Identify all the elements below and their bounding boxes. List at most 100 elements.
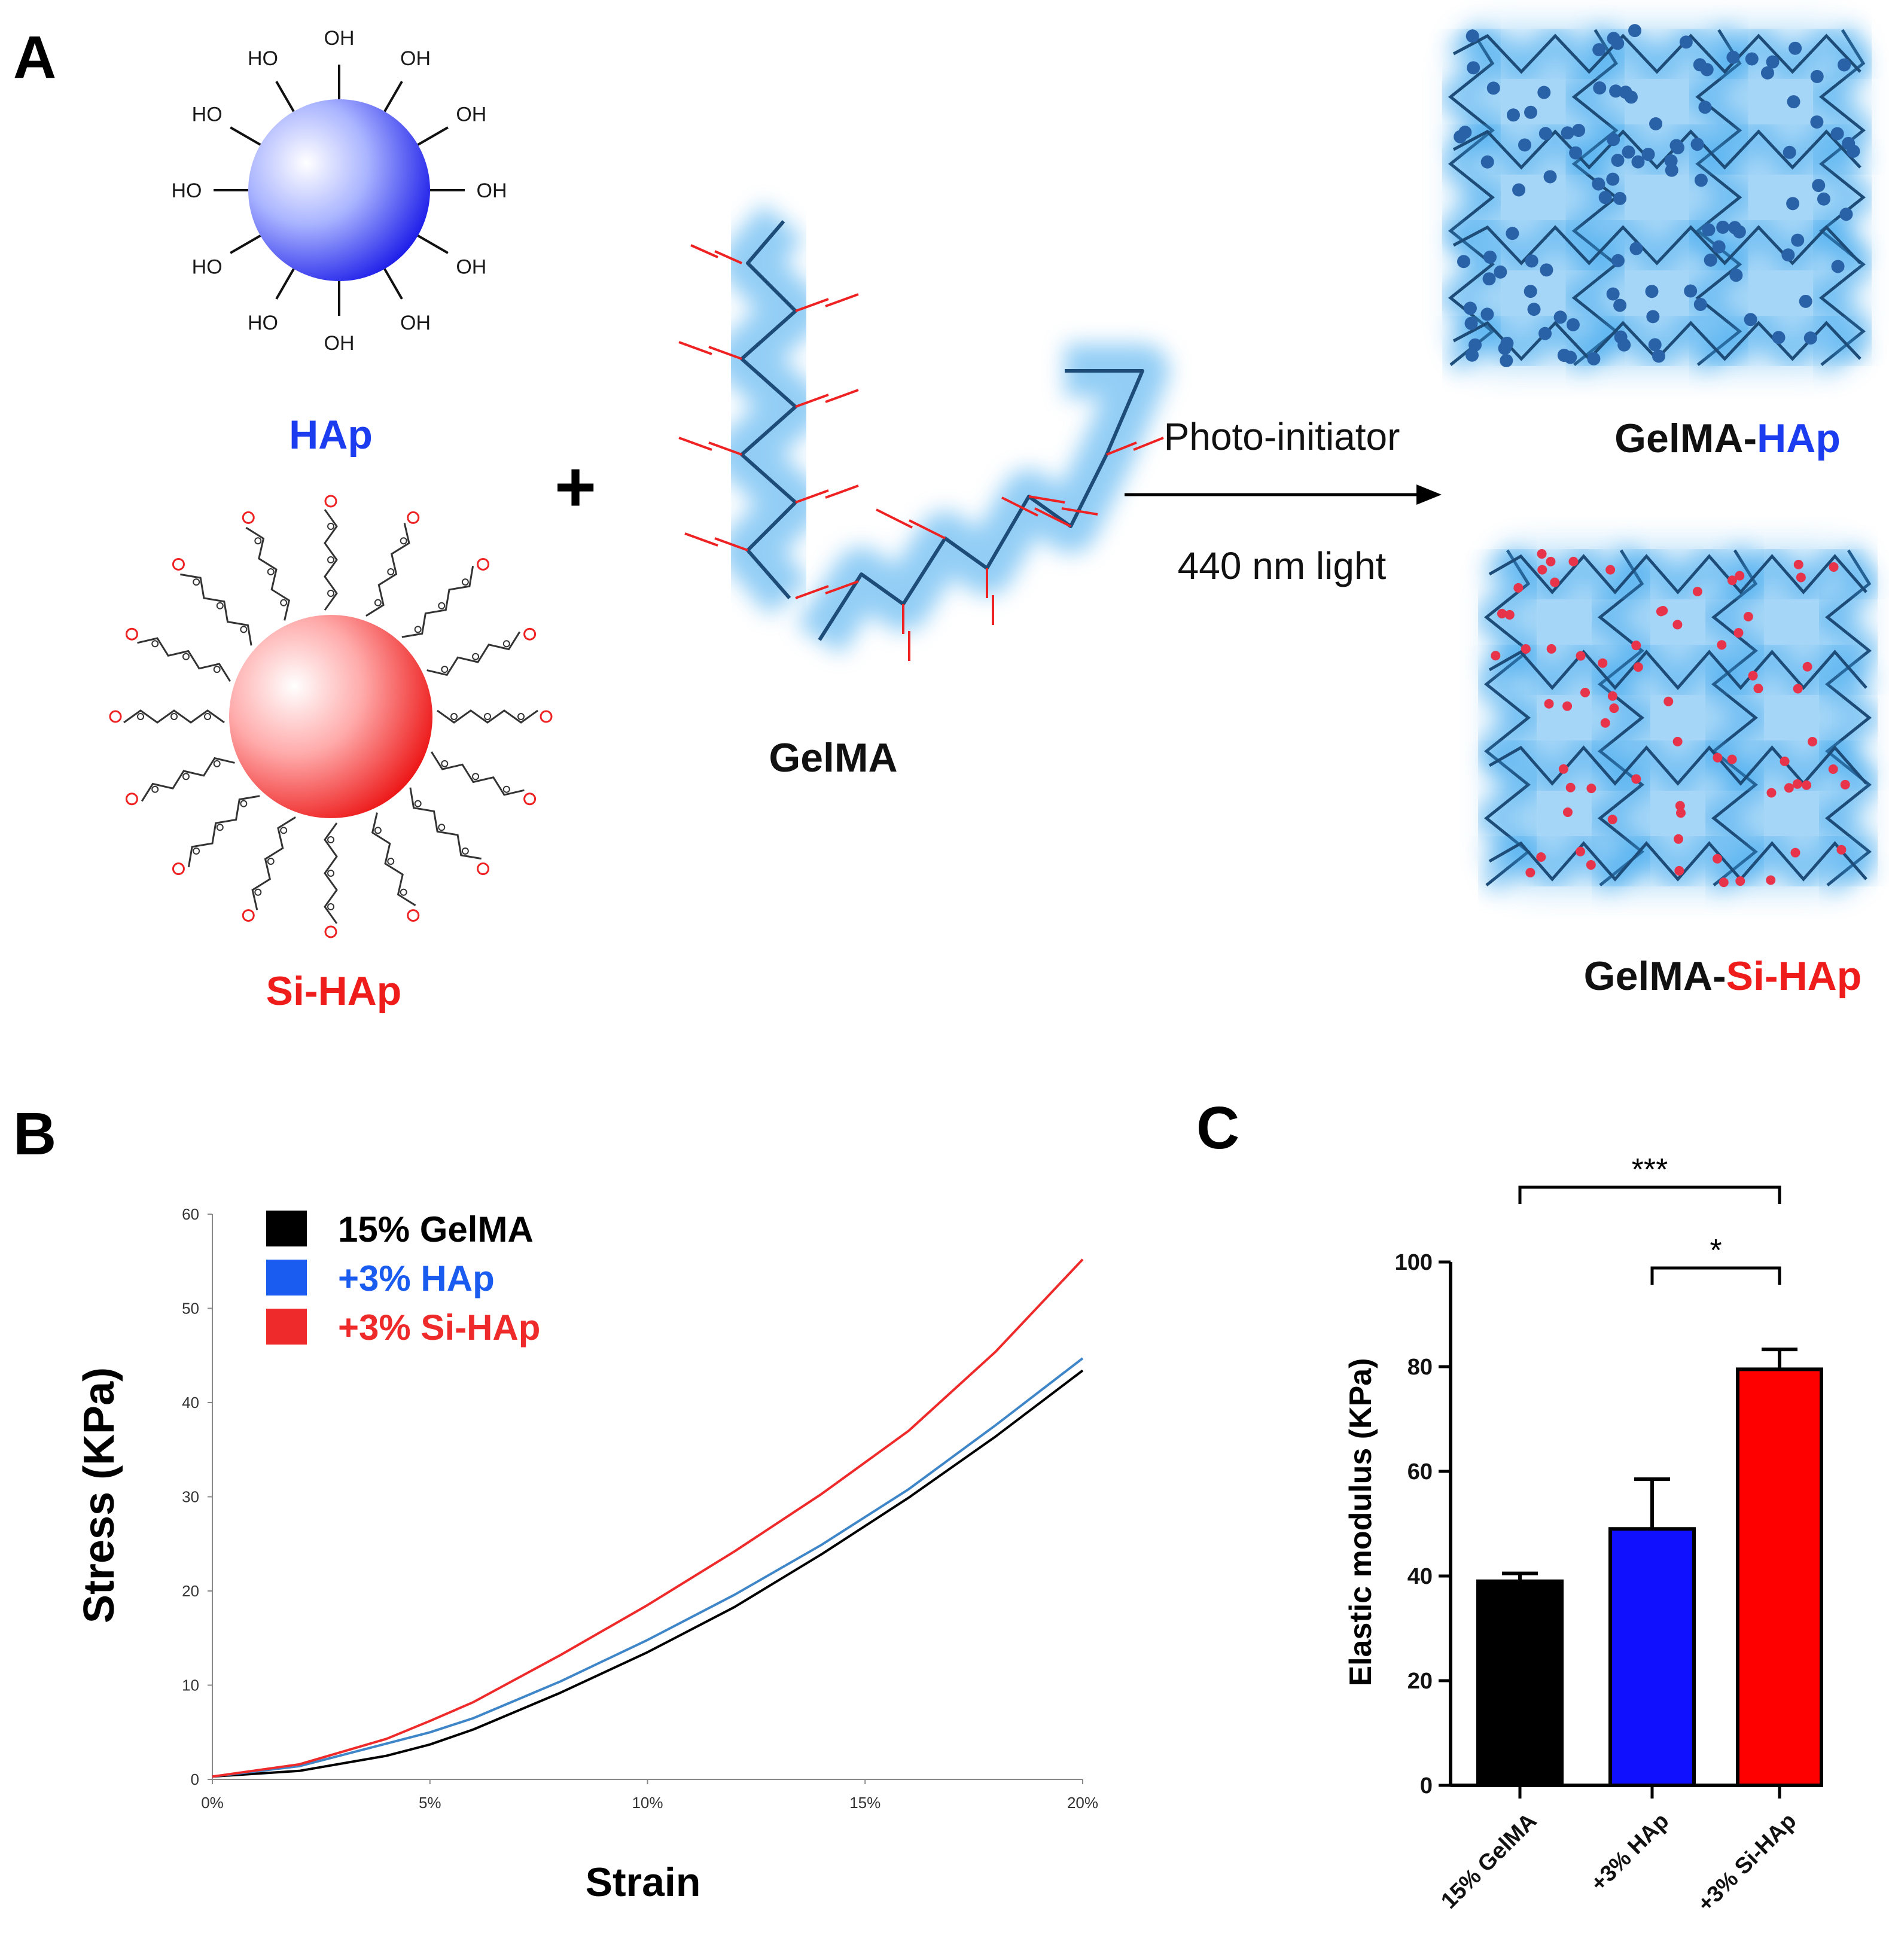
si-hap-label: Si-HAp (266, 968, 402, 1014)
nanoparticle-dot (1828, 764, 1838, 774)
hap-particle-icon: OH OH OH OH OH OH OH HO HO HO HO HO (172, 27, 507, 355)
series-line-1 (212, 1369, 1084, 1778)
nanoparticle-dot (1735, 876, 1745, 886)
chain-node (461, 847, 469, 855)
gelma-label: GelMA (769, 735, 897, 781)
nanoparticle-dot (1518, 138, 1532, 152)
nanoparticle-dot (1564, 350, 1577, 364)
nanoparticle-dot (1665, 163, 1678, 177)
y-tick-label: 80 (1407, 1355, 1433, 1380)
nanoparticle-dot (1562, 701, 1573, 711)
chain-node (280, 827, 288, 834)
nanoparticle-dot (1829, 562, 1839, 572)
chain-node (472, 773, 480, 781)
nanoparticle-dot (1628, 24, 1642, 38)
nanoparticle-dot (1629, 242, 1643, 255)
nanoparticle-dot (1766, 55, 1780, 69)
nanoparticle-dot (1525, 867, 1535, 877)
nanoparticle-dot (1675, 808, 1686, 818)
plus-sign: + (554, 447, 596, 527)
y-tick-label: 30 (182, 1488, 199, 1506)
chain-node (414, 626, 422, 633)
nanoparticle-dot (1700, 63, 1714, 77)
nanoparticle-dot (1796, 572, 1806, 583)
si-hap-chain (401, 566, 474, 638)
gel-chain (1488, 554, 1867, 595)
legend-swatch-3 (266, 1309, 307, 1345)
nanoparticle-dot (1679, 35, 1693, 49)
nanoparticle-dot (1735, 571, 1745, 581)
gel-chain (1695, 29, 1742, 366)
arrow-label-bottom: 440 nm light (1178, 544, 1387, 587)
chain-node (182, 653, 190, 660)
bar-3 (1736, 1367, 1823, 1787)
x-tick-label: 20% (1067, 1794, 1098, 1812)
nanoparticle-dot (1817, 192, 1831, 206)
nanoparticle-dot (1744, 313, 1757, 327)
y-tick-label: 50 (182, 1300, 199, 1318)
carboxyl-end (477, 862, 490, 876)
nanoparticle-dot (1483, 250, 1497, 264)
nanoparticle-dot (1840, 779, 1850, 790)
nanoparticle-dot (1480, 155, 1494, 169)
nanoparticle-dot (1838, 58, 1851, 72)
gel-chain (1488, 841, 1867, 882)
si-hap-chain (431, 751, 525, 796)
nanoparticle-dot (1546, 556, 1556, 566)
nanoparticle-dot (1593, 81, 1607, 95)
nanoparticle-dot (1781, 248, 1795, 262)
chain-node (327, 870, 334, 877)
nanoparticle-dot (1565, 782, 1576, 792)
nanoparticle-dot (1641, 148, 1655, 161)
nanoparticle-dot (1802, 662, 1812, 672)
nanoparticle-dot (1631, 641, 1641, 651)
nanoparticle-dot (1543, 170, 1557, 184)
product-label-gelma-hap: GelMA-HAp (1614, 416, 1841, 461)
carboxyl-end (324, 925, 337, 938)
hydroxyl-label: OH (400, 312, 431, 334)
nanoparticle-dot (1463, 301, 1477, 315)
si-hap-particle-icon (109, 495, 553, 938)
nanoparticle-dot (1716, 220, 1730, 234)
nanoparticle-dot (1550, 577, 1560, 587)
nanoparticle-dot (1717, 640, 1727, 650)
nanoparticle-dot (1663, 696, 1674, 706)
gel-chain (1452, 225, 1861, 266)
arrow-head-icon (1416, 484, 1442, 505)
hap-spoke (383, 268, 403, 300)
nanoparticle-dot (1605, 565, 1616, 575)
hap-label: HAp (289, 412, 373, 458)
product2-suffix: Si-HAp (1726, 953, 1862, 999)
nanoparticle-dot (1454, 130, 1467, 144)
elastic-modulus-chart: 0 20 40 60 80 100 Elastic modulus (KPa) 15% Gel… (1343, 1153, 1823, 1917)
nanoparticle-dot (1540, 263, 1553, 277)
nanoparticle-dot (1690, 138, 1704, 151)
legend-swatch-2 (266, 1260, 307, 1296)
hydroxyl-label: HO (248, 312, 278, 334)
nanoparticle-dot (1617, 338, 1631, 352)
nanoparticle-dot (1733, 628, 1744, 638)
chain-node (182, 773, 190, 781)
nanoparticle-dot (1712, 240, 1726, 254)
x-tick-label: 0% (201, 1794, 224, 1812)
carboxyl-end (477, 557, 490, 571)
chain-node (267, 858, 275, 865)
nanoparticle-dot (1513, 583, 1524, 593)
gel-chain (1488, 650, 1867, 690)
legend-label-1: 15% GelMA (338, 1209, 534, 1249)
carboxyl-end (523, 627, 537, 641)
series-line-3 (212, 1258, 1084, 1778)
carboxyl-end (407, 909, 420, 922)
si-hap-chain (409, 787, 482, 860)
nanoparticle-dot (1464, 316, 1478, 330)
nanoparticle-dot (1611, 154, 1625, 167)
nanoparticle-dot (1607, 32, 1620, 45)
nanoparticle-dot (1674, 865, 1684, 876)
y-tick-label: 100 (1395, 1250, 1433, 1275)
gelma-si-hap-network-icon (1467, 538, 1889, 898)
nanoparticle-dot (1803, 331, 1817, 345)
nanoparticle-dot (1537, 86, 1551, 99)
nanoparticle-dot (1766, 788, 1777, 798)
chain-node (374, 827, 382, 834)
y-axis-label: Elastic modulus (KPa) (1343, 1358, 1378, 1687)
